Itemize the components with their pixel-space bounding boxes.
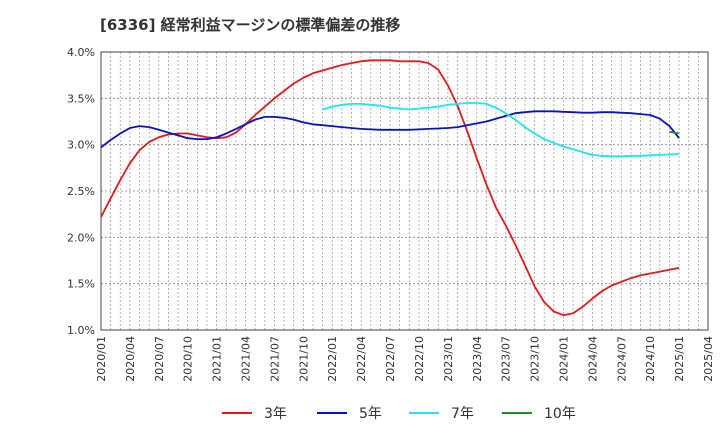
x-tick-label: 2020/07 bbox=[153, 336, 166, 382]
y-tick-label: 4.0% bbox=[67, 46, 95, 59]
series-line-4 bbox=[669, 130, 680, 135]
x-tick-label: 2021/10 bbox=[297, 336, 310, 382]
y-axis: 1.0% 1.5% 2.0% 2.5% 3.0% 3.5% 4.0% bbox=[67, 46, 95, 337]
x-axis: 2020/01 2020/04 2020/07 2020/10 2021/01 2021/… bbox=[95, 336, 715, 382]
y-tick-label: 1.0% bbox=[67, 324, 95, 337]
x-tick-label: 2021/07 bbox=[268, 336, 281, 382]
legend-label-3: 7年 bbox=[451, 406, 474, 422]
x-tick-label: 2025/01 bbox=[673, 336, 686, 382]
legend-label-2: 5年 bbox=[359, 406, 382, 422]
x-tick-label: 2022/01 bbox=[326, 336, 339, 382]
x-tick-label: 2020/01 bbox=[95, 336, 108, 382]
x-tick-label: 2022/04 bbox=[355, 336, 368, 382]
x-tick-label: 2023/07 bbox=[500, 336, 513, 382]
x-tick-label: 2022/10 bbox=[413, 336, 426, 382]
gridlines bbox=[101, 52, 708, 330]
series-lines bbox=[100, 59, 680, 317]
plot-area-frame bbox=[100, 51, 709, 331]
x-tick-label: 2020/10 bbox=[182, 336, 195, 382]
y-tick-label: 1.5% bbox=[67, 278, 95, 291]
x-tick-label: 2021/01 bbox=[211, 336, 224, 382]
x-tick-label: 2022/07 bbox=[384, 336, 397, 382]
y-tick-label: 2.5% bbox=[67, 185, 95, 198]
x-tick-label: 2021/04 bbox=[240, 336, 253, 382]
series-line-3 bbox=[322, 102, 680, 158]
legend-label-4: 10年 bbox=[544, 406, 576, 422]
y-tick-label: 3.5% bbox=[67, 92, 95, 105]
x-tick-label: 2024/07 bbox=[615, 336, 628, 382]
legend: 3年 5年 7年 10年 bbox=[222, 406, 576, 422]
x-tick-label: 2020/04 bbox=[124, 336, 137, 382]
x-tick-label: 2023/04 bbox=[471, 336, 484, 382]
x-tick-label: 2024/04 bbox=[586, 336, 599, 382]
x-tick-label: 2023/10 bbox=[529, 336, 542, 382]
series-line-1 bbox=[100, 59, 680, 317]
chart-title: [6336] 経常利益マージンの標準偏差の推移 bbox=[100, 16, 401, 34]
y-tick-label: 3.0% bbox=[67, 139, 95, 152]
y-tick-label: 2.0% bbox=[67, 231, 95, 244]
x-tick-label: 2025/04 bbox=[702, 336, 715, 382]
x-tick-label: 2024/01 bbox=[557, 336, 570, 382]
legend-label-1: 3年 bbox=[264, 406, 287, 422]
x-tick-label: 2023/01 bbox=[442, 336, 455, 382]
x-tick-label: 2024/10 bbox=[644, 336, 657, 382]
series-line-2 bbox=[100, 110, 680, 149]
